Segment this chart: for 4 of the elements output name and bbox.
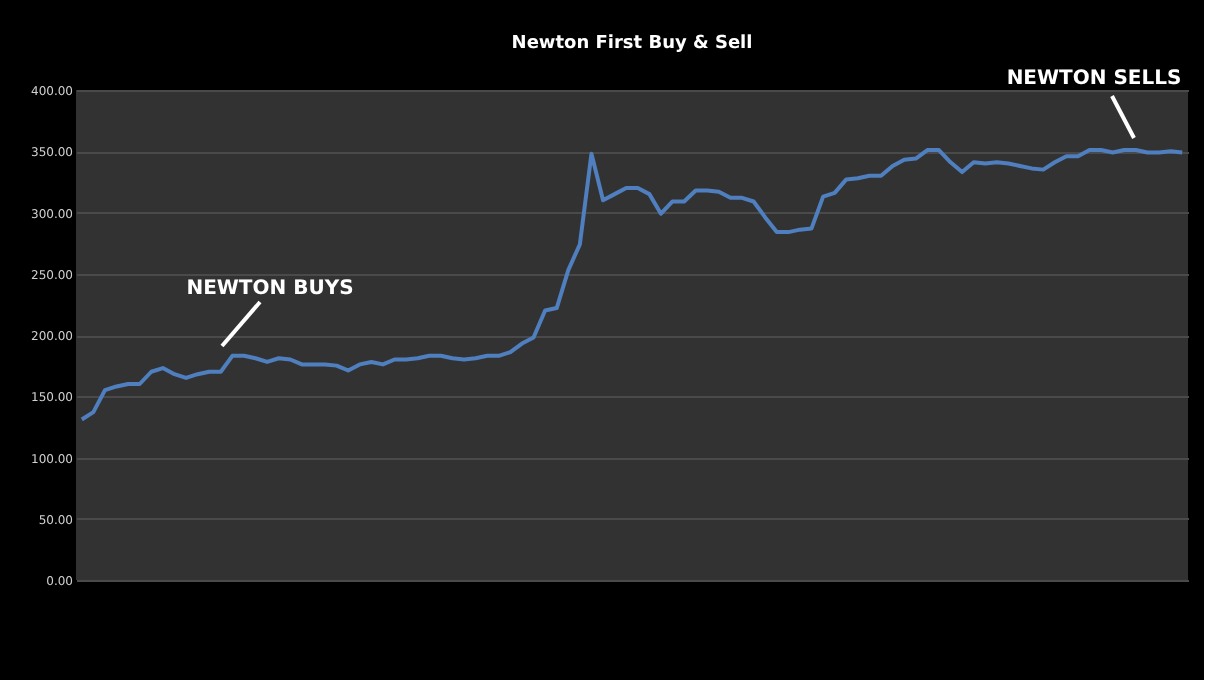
chart-title: Newton First Buy & Sell: [511, 34, 753, 54]
text: NEWTON SELLS: [1006, 68, 1182, 90]
line-series: [79, 148, 1185, 422]
annotation: NEWTON BUYS: [186, 278, 354, 300]
